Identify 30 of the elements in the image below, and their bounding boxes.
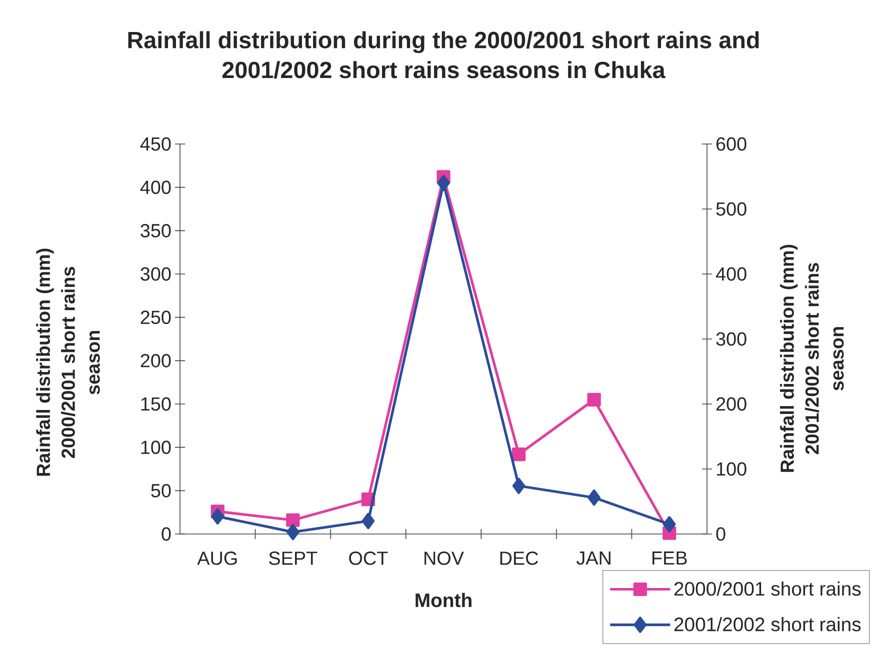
y-tick-label: 450 [140,137,171,151]
y2-tick-label: 0 [716,527,726,541]
y2-tick-label: 300 [716,332,746,346]
y-tick-label: 0 [162,527,171,541]
y2-axis-title: Rainfall distribution (mm) 2001/2002 short rains season [780,244,844,472]
y2-tick-label: 500 [716,202,746,216]
y-tick-label: 350 [140,224,171,238]
y2-tick-label: 400 [716,267,746,281]
y-tick-label: 150 [141,397,171,411]
y-tick-label: 200 [140,354,171,368]
x-tick-label: AUG [197,552,237,565]
x-tick-label: OCT [349,552,388,565]
y-tick-label: 250 [140,310,171,324]
x-tick-label: JAN [576,552,610,565]
chart-title: Rainfall distribution during the 2000/2001 short rains and 2001/2002 short rains seasons in Chuka [128,31,759,78]
y2-tick-label: 200 [716,397,746,411]
x-tick-label: DEC [500,552,538,565]
y-axis-title: Rainfall distribution (mm) 2000/2001 short rains season [36,248,100,476]
x-tick-label: SEPT [269,552,318,565]
y-tick-label: 400 [140,180,171,194]
x-tick-label: NOV [424,552,464,565]
x-tick-label: FEB [652,552,687,565]
y-tick-label: 100 [141,440,171,454]
y2-tick-label: 100 [716,462,746,476]
x-axis-title: Month [416,592,472,608]
legend-label: 2000/2001 short rains [674,581,861,596]
y-tick-label: 50 [151,484,171,498]
legend-label: 2001/2002 short rains [674,617,861,632]
y2-tick-label: 600 [716,137,746,151]
y-tick-label: 300 [140,267,171,281]
